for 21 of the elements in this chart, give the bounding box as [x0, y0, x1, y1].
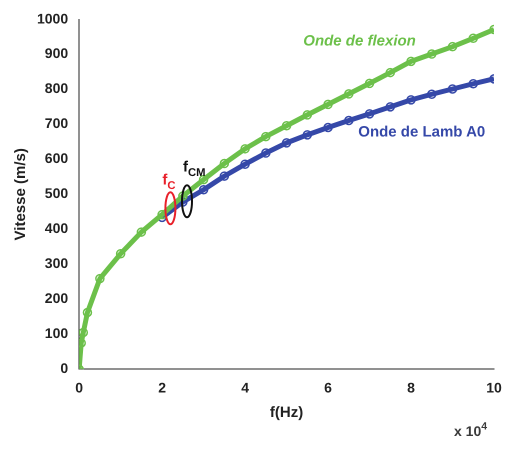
- x-tick-label: 2: [158, 379, 166, 396]
- y-tick-label: 800: [44, 80, 68, 96]
- y-tick-label: 900: [44, 45, 68, 62]
- x-tick-label: 6: [324, 379, 332, 396]
- x-tick-label: 8: [407, 379, 416, 396]
- y-tick-label: 600: [44, 150, 68, 166]
- series-label: Onde de flexion: [303, 32, 416, 50]
- x-tick-label: 10: [486, 379, 502, 396]
- y-tick-label: 0: [60, 360, 68, 376]
- y-axis-title: Vitesse (m/s): [12, 148, 30, 240]
- y-tick-label: 500: [44, 185, 68, 202]
- y-tick-label: 700: [44, 115, 68, 132]
- y-tick-label: 1000: [36, 10, 68, 26]
- x-tick-label: 0: [75, 379, 84, 396]
- series-label: Onde de Lamb A0: [358, 123, 486, 140]
- y-tick-label: 400: [44, 220, 68, 236]
- y-tick-label: 200: [44, 290, 68, 306]
- x-tick-label: 4: [241, 379, 250, 396]
- x-axis-title: f(Hz): [270, 404, 304, 422]
- y-tick-label: 100: [44, 325, 68, 342]
- y-tick-label: 300: [44, 255, 68, 272]
